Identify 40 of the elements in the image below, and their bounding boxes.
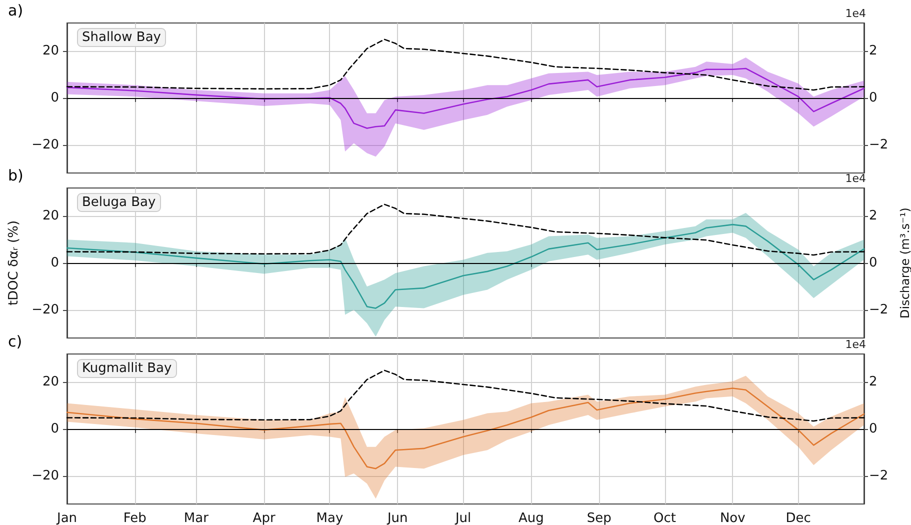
- x-tick-label: Sep: [586, 511, 612, 525]
- y-tick-label: −20: [32, 137, 59, 152]
- x-tick-label: Nov: [720, 511, 746, 525]
- text: 1e4: [845, 7, 866, 20]
- y2-tick-label: −2: [869, 137, 888, 152]
- y-tick-label: 0: [50, 422, 59, 436]
- y-tick-label: 0: [50, 90, 59, 106]
- y2-tick-label: 2: [869, 44, 878, 59]
- text: Shallow Bay: [82, 30, 162, 45]
- text: b): [8, 166, 24, 184]
- y2-tick-label: −2: [869, 468, 888, 484]
- y2-tick-label: 0: [869, 422, 878, 436]
- y-tick-label: −20: [32, 302, 59, 318]
- x-tick-label: Oct: [654, 511, 676, 525]
- y-tick-label: 0: [50, 256, 59, 270]
- text: Kugmallit Bay: [82, 361, 172, 376]
- x-tick-label: Dec: [786, 511, 811, 525]
- y-axis-title: tDOC δαᵣ (%): [6, 220, 22, 306]
- y2-tick-label: 2: [869, 208, 878, 224]
- x-tick-label: Aug: [518, 511, 544, 525]
- y2-tick-label: −2: [869, 302, 888, 318]
- x-tick-label: May: [316, 511, 344, 525]
- x-tick-label: Mar: [184, 511, 210, 525]
- x-tick-label: Jan: [56, 511, 78, 525]
- y-tick-label: 20: [42, 374, 59, 390]
- text: c): [8, 332, 22, 350]
- y2-tick-label: 2: [869, 374, 878, 390]
- x-tick-label: Apr: [252, 511, 276, 525]
- y-tick-label: 20: [42, 208, 59, 224]
- annotation: 1e4: [845, 172, 866, 185]
- y-tick-label: −20: [32, 468, 59, 484]
- y2-tick-label: 0: [869, 256, 878, 270]
- text: a): [8, 2, 24, 20]
- y2-tick-label: 0: [869, 90, 878, 106]
- text: Beluga Bay: [82, 195, 156, 210]
- annotation: 1e4: [845, 338, 866, 351]
- y-tick-label: 20: [42, 44, 59, 59]
- x-tick-label: Jul: [454, 511, 472, 525]
- x-tick-label: Feb: [123, 511, 146, 525]
- x-tick-label: Jun: [386, 511, 408, 525]
